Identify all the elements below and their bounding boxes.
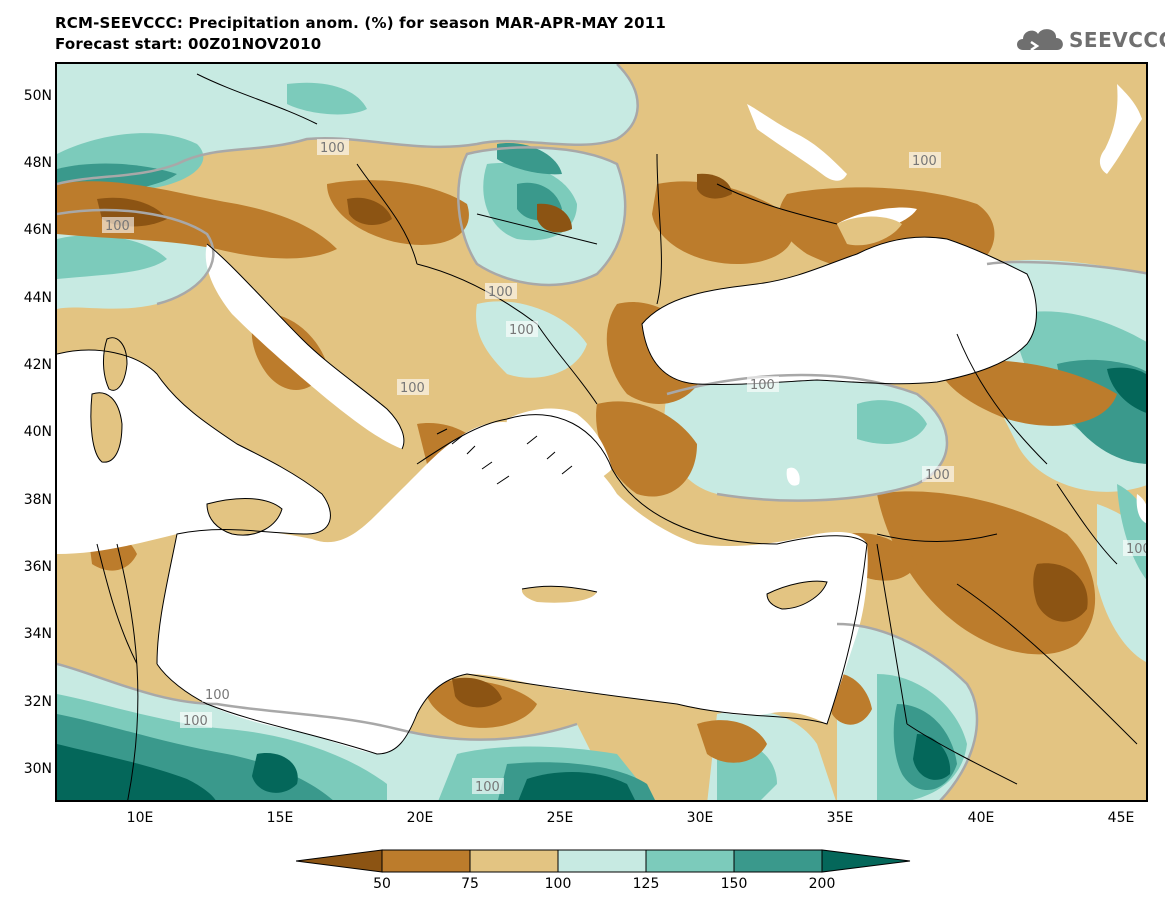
- contour-label-text: 100: [183, 714, 208, 729]
- contour-label: 100: [202, 686, 234, 703]
- lat-label-34n: 34N: [23, 626, 52, 642]
- map-title: RCM-SEEVCCC: Precipitation anom. (%) for…: [55, 14, 666, 32]
- contour-label-text: 100: [925, 468, 950, 483]
- lat-label-38n: 38N: [23, 492, 52, 508]
- contour-label-text: 100: [750, 378, 775, 393]
- colorbar-swatch-gt200: [821, 849, 911, 873]
- contour-label: 100: [485, 283, 517, 300]
- contour-label: 100: [180, 712, 212, 729]
- contour-label-text: 100: [400, 381, 425, 396]
- colorbar-label-100: 100: [544, 876, 572, 892]
- contour-label-text: 100: [912, 154, 937, 169]
- colorbar-swatch-lt50: [296, 849, 383, 873]
- colorbar-label-150: 150: [720, 876, 748, 892]
- lat-label-32n: 32N: [23, 694, 52, 710]
- contour-label: 100: [506, 321, 538, 338]
- colorbar-label-200: 200: [808, 876, 836, 892]
- lon-label-45e: 45E: [1107, 810, 1135, 826]
- contour-label: 100: [472, 778, 504, 795]
- contour-label-text: 100: [205, 688, 230, 703]
- precipitation-map: 100 100 100 100 100 100 100 100 100 100 …: [55, 62, 1148, 802]
- contour-label: 100: [922, 466, 954, 483]
- colorbar-swatch-50-75: [381, 849, 471, 873]
- contour-label-text: 100: [488, 285, 513, 300]
- contour-label: 100: [747, 376, 779, 393]
- logo-text: SEEVCCC: [1069, 28, 1165, 52]
- colorbar-label-125: 125: [632, 876, 660, 892]
- map-canvas: 100 100 100 100 100 100 100 100 100 100 …: [57, 64, 1148, 800]
- lon-label-10e: 10E: [126, 810, 154, 826]
- colorbar-swatch-75-100: [469, 849, 559, 873]
- lon-label-40e: 40E: [967, 810, 995, 826]
- lat-label-40n: 40N: [23, 424, 52, 440]
- coastlines-borders: [57, 73, 1138, 800]
- contour-label: 100: [909, 152, 941, 169]
- contour-label-text: 100: [320, 141, 345, 156]
- colorbar: [296, 849, 911, 873]
- lon-label-30e: 30E: [686, 810, 714, 826]
- contour-labels: 100 100 100 100 100 100 100 100 100 100 …: [102, 139, 1148, 795]
- field-gt-200: [57, 367, 1146, 800]
- colorbar-label-50: 50: [373, 876, 391, 892]
- contour-label-text: 100: [105, 219, 130, 234]
- lat-label-48n: 48N: [23, 155, 52, 171]
- colorbar-swatch-125-150: [645, 849, 735, 873]
- lon-label-15e: 15E: [266, 810, 294, 826]
- contour-label-text: 100: [475, 780, 500, 795]
- lat-label-50n: 50N: [23, 88, 52, 104]
- lon-label-20e: 20E: [406, 810, 434, 826]
- contour-label: 100: [397, 379, 429, 396]
- contour-label-text: 100: [1126, 542, 1148, 557]
- contour-label-text: 100: [509, 323, 534, 338]
- forecast-start-subtitle: Forecast start: 00Z01NOV2010: [55, 35, 322, 53]
- lat-label-42n: 42N: [23, 357, 52, 373]
- lat-label-36n: 36N: [23, 559, 52, 575]
- contour-label: 100: [1123, 540, 1148, 557]
- lon-label-25e: 25E: [546, 810, 574, 826]
- contour-label: 100: [102, 217, 134, 234]
- lat-label-30n: 30N: [23, 761, 52, 777]
- lat-label-44n: 44N: [23, 290, 52, 306]
- islands: [90, 216, 902, 609]
- seevccc-logo: SEEVCCC: [1013, 22, 1165, 58]
- cloud-icon: [1017, 29, 1063, 52]
- colorbar-swatch-150-200: [733, 849, 823, 873]
- lat-label-46n: 46N: [23, 222, 52, 238]
- colorbar-swatch-100-125: [557, 849, 647, 873]
- colorbar-label-75: 75: [461, 876, 479, 892]
- contour-label: 100: [317, 139, 349, 156]
- lon-label-35e: 35E: [826, 810, 854, 826]
